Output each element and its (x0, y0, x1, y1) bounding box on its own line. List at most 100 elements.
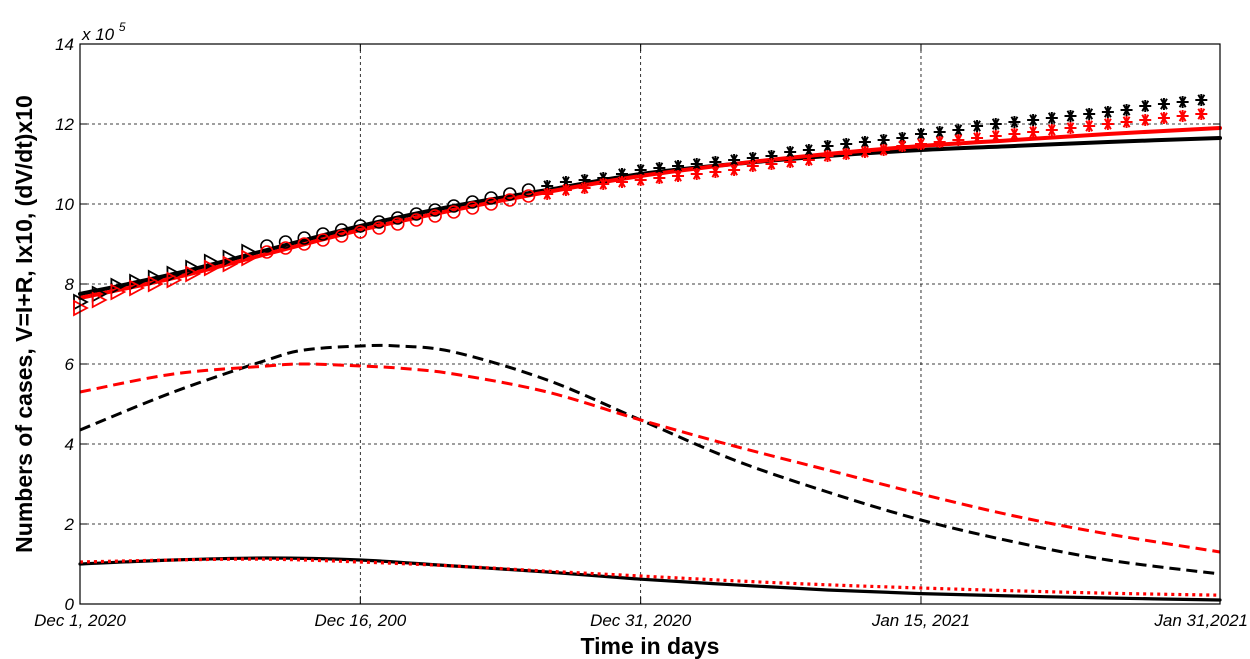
x-tick-label: Dec 16, 200 (314, 611, 406, 630)
circle-marker (316, 233, 330, 247)
asterisk-marker (1064, 122, 1077, 134)
asterisk-marker (971, 132, 984, 144)
circle-marker (278, 241, 293, 255)
asterisk-marker (746, 160, 759, 172)
circle-marker (334, 229, 349, 243)
asterisk-marker (1120, 104, 1133, 116)
asterisk-marker (802, 144, 815, 156)
asterisk-marker (1195, 94, 1208, 106)
y-tick-label: 2 (64, 515, 75, 534)
series-5-line (79, 557, 1221, 597)
asterisk-marker (971, 120, 984, 132)
y-tick-label: 8 (65, 275, 75, 294)
circle-marker (409, 213, 424, 227)
circle-marker (372, 215, 386, 229)
circle-marker (503, 187, 517, 201)
asterisk-marker (1139, 114, 1152, 126)
asterisk-marker (914, 138, 927, 150)
circle-marker (260, 245, 274, 259)
asterisk-marker (1083, 108, 1096, 120)
triangle-marker (91, 291, 108, 309)
asterisk-marker (858, 146, 871, 158)
y-tick-label: 10 (55, 195, 74, 214)
circle-marker (409, 207, 424, 221)
asterisk-marker (1101, 106, 1114, 118)
asterisk-marker (1064, 110, 1077, 122)
circle-marker (390, 217, 405, 231)
series-8-markers (260, 183, 536, 253)
asterisk-marker (672, 160, 685, 172)
asterisk-marker (1157, 98, 1170, 110)
circle-marker (484, 197, 498, 211)
asterisk-marker (952, 134, 965, 146)
y-tick-label: 0 (65, 595, 75, 614)
asterisk-marker (784, 156, 797, 168)
circle-marker (428, 209, 442, 223)
series-7-markers (73, 249, 258, 317)
circle-marker (353, 225, 368, 239)
circle-marker (353, 219, 368, 233)
x-tick-label: Dec 1, 2020 (34, 611, 126, 630)
triangle-marker (147, 275, 164, 293)
asterisk-marker (559, 184, 572, 196)
asterisk-marker (877, 144, 890, 156)
asterisk-marker (914, 128, 927, 140)
plot-background (80, 44, 1220, 604)
asterisk-marker (690, 168, 703, 180)
circle-marker (372, 221, 386, 235)
triangle-marker (110, 283, 127, 301)
asterisk-marker (709, 156, 722, 168)
circle-marker (260, 239, 274, 253)
asterisk-marker (840, 148, 853, 160)
y-axis-title: Numbers of cases, V=I+R, Ix10, (dV/dt)x1… (11, 95, 37, 553)
asterisk-marker (672, 170, 685, 182)
circle-marker (484, 191, 498, 205)
circle-marker (465, 195, 480, 209)
circle-marker (334, 223, 349, 237)
asterisk-marker (1027, 114, 1040, 126)
circle-marker (278, 235, 293, 249)
asterisk-marker (989, 130, 1002, 142)
series-10-markers (541, 94, 1208, 192)
series-9-markers (260, 189, 536, 259)
x-tick-label: Jan 31,2021 (1153, 611, 1248, 630)
asterisk-marker (541, 188, 554, 200)
asterisk-marker (615, 176, 628, 188)
asterisk-marker (802, 154, 815, 166)
x-axis-title: Time in days (581, 633, 720, 659)
triangle-marker (203, 259, 220, 277)
circle-marker (465, 201, 480, 215)
y-tick-label: 14 (55, 35, 74, 54)
circle-marker (446, 199, 461, 213)
y-tick-label: 4 (65, 435, 74, 454)
asterisk-marker (578, 182, 591, 194)
asterisk-marker (1008, 128, 1021, 140)
y-tick-label: 12 (55, 115, 74, 134)
asterisk-marker (840, 138, 853, 150)
triangle-marker (185, 265, 202, 283)
asterisk-marker (1195, 108, 1208, 120)
circle-marker (297, 237, 312, 251)
plot-frame (79, 43, 1221, 605)
asterisk-marker (1139, 100, 1152, 112)
circle-marker (428, 203, 442, 217)
triangle-marker (166, 271, 183, 289)
circle-marker (521, 189, 536, 203)
circle-marker (316, 227, 330, 241)
asterisk-marker (1008, 116, 1021, 128)
asterisk-marker (1045, 112, 1058, 124)
asterisk-marker (1027, 126, 1040, 138)
asterisk-marker (728, 164, 741, 176)
asterisk-marker (1083, 120, 1096, 132)
ticks: Dec 1, 2020 Dec 16, 200 Dec 31, 2020 Jan 15… (34, 35, 1248, 630)
asterisk-marker (1101, 118, 1114, 130)
series-layer (73, 94, 1222, 602)
circle-marker (446, 205, 461, 219)
y-tick-label: 6 (65, 355, 75, 374)
asterisk-marker (1157, 112, 1170, 124)
asterisk-marker (933, 136, 946, 148)
circle-marker (521, 183, 536, 197)
y-exponent-power: 5 (119, 20, 126, 34)
asterisk-marker (821, 150, 834, 162)
